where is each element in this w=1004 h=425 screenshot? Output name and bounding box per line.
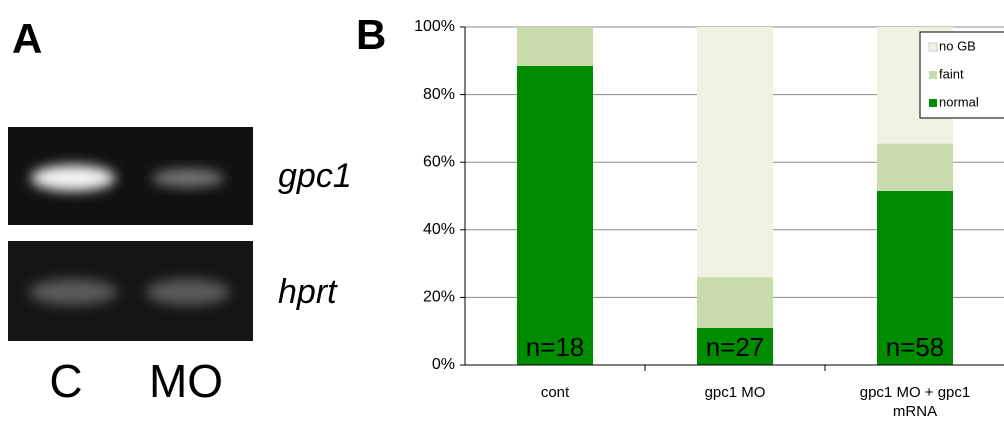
lane-label: C bbox=[49, 355, 82, 407]
y-tick-label: 40% bbox=[423, 221, 455, 238]
bar-segment bbox=[697, 277, 773, 328]
x-tick-label: cont bbox=[480, 383, 630, 402]
bar-annotation: n=18 bbox=[526, 332, 585, 362]
gel-band bbox=[31, 165, 115, 191]
y-tick-label: 0% bbox=[432, 356, 455, 373]
legend-label: faint bbox=[939, 66, 964, 81]
gel-band bbox=[146, 279, 230, 305]
bar-segment bbox=[877, 144, 953, 191]
gel-band bbox=[29, 279, 117, 305]
y-tick-label: 100% bbox=[414, 18, 455, 35]
y-tick-label: 20% bbox=[423, 289, 455, 306]
gel-band bbox=[152, 169, 224, 187]
legend-swatch bbox=[929, 71, 937, 79]
panel-label: B bbox=[356, 11, 386, 58]
panel-label: A bbox=[12, 15, 42, 62]
figure: A gpc1 hprt C MO B 0% 20% 40% 60% 80% 100% n=1… bbox=[0, 0, 1004, 425]
legend-swatch bbox=[929, 43, 937, 51]
x-tick-label: gpc1 MO bbox=[660, 383, 810, 402]
bar-segment bbox=[517, 27, 593, 66]
bar-annotation: n=58 bbox=[886, 332, 945, 362]
lane-label: MO bbox=[149, 355, 223, 407]
y-tick-label: 60% bbox=[423, 153, 455, 170]
bar-segment bbox=[697, 27, 773, 277]
gene-label: hprt bbox=[278, 273, 338, 311]
legend-label: no GB bbox=[939, 38, 976, 53]
bar-segment bbox=[517, 66, 593, 365]
chart: A gpc1 hprt C MO B 0% 20% 40% 60% 80% 100% n=1… bbox=[0, 0, 1004, 425]
legend-swatch bbox=[929, 99, 937, 107]
legend-label: normal bbox=[939, 94, 979, 109]
y-tick-label: 80% bbox=[423, 86, 455, 103]
bar-annotation: n=27 bbox=[706, 332, 765, 362]
x-tick-label: gpc1 MO + gpc1 mRNA bbox=[840, 383, 990, 421]
gene-label: gpc1 bbox=[278, 157, 352, 195]
